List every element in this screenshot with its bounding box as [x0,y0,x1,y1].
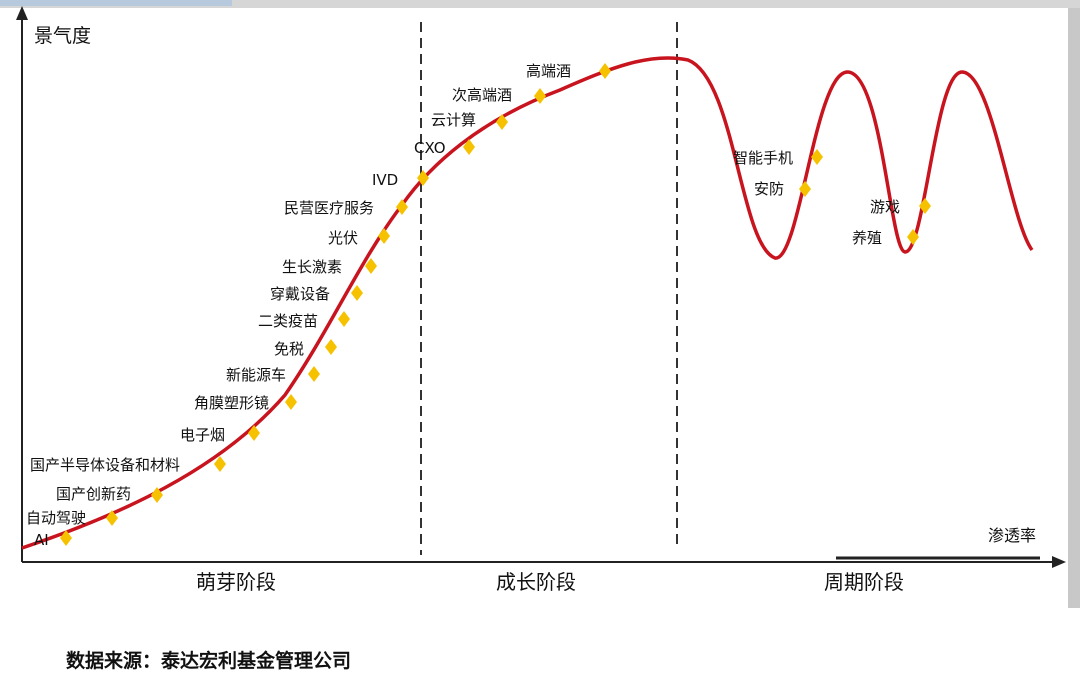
stage-label-cyclical: 周期阶段 [824,570,904,594]
label-security: 安防 [754,180,784,198]
stage-label-growth: 成长阶段 [496,570,576,594]
marker-premium-liquor [599,63,611,79]
marker-ivd [417,170,429,186]
label-ai: AI [34,531,49,549]
top-strip-accent [0,0,232,6]
marker-smartphone [811,149,823,165]
y-axis-arrow-icon [16,6,28,20]
marker-new-energy-vehicle [308,366,320,382]
label-smartphone: 智能手机 [733,149,793,167]
marker-wearables [351,285,363,301]
marker-cloud-computing [496,114,508,130]
marker-cxo [463,139,475,155]
marker-vaccine [338,311,350,327]
marker-semiconductor [214,456,226,472]
y-axis-label: 景气度 [34,25,91,47]
label-cloud-computing: 云计算 [431,111,476,129]
label-duty-free: 免税 [274,340,304,358]
label-gaming: 游戏 [870,198,900,216]
label-new-energy-vehicle: 新能源车 [226,366,286,384]
marker-ai [60,530,72,546]
label-growth-hormone: 生长激素 [282,258,342,276]
life-cycle-diagram: 景气度 渗透率 [16,6,1066,594]
marker-innovative-drugs [151,487,163,503]
label-livestock: 养殖 [852,229,882,247]
label-premium-liquor: 高端酒 [526,62,571,80]
label-e-cigarette: 电子烟 [180,426,225,444]
marker-private-healthcare [396,199,408,215]
label-ortho-k-lens: 角膜塑形镜 [194,394,269,412]
marker-growth-hormone [365,258,377,274]
marker-security [799,181,811,197]
label-private-healthcare: 民营医疗服务 [284,199,374,217]
label-cxo: CXO [414,139,446,157]
marker-duty-free [325,339,337,355]
markers [60,63,931,546]
marker-gaming [919,198,931,214]
marker-livestock [907,229,919,245]
marker-photovoltaic [378,228,390,244]
label-wearables: 穿戴设备 [270,285,330,303]
marker-autonomous-driving [106,510,118,526]
diagram-frame: 景气度 渗透率 [0,0,1080,608]
marker-ortho-k-lens [285,394,297,410]
label-ivd: IVD [372,171,398,189]
x-axis-arrow-icon [1052,556,1066,568]
label-vaccine: 二类疫苗 [258,312,318,330]
label-photovoltaic: 光伏 [328,229,358,247]
right-edge [1068,8,1080,608]
source-note: 数据来源：泰达宏利基金管理公司 [66,650,352,672]
label-semiconductor: 国产半导体设备和材料 [30,456,180,474]
label-autonomous-driving: 自动驾驶 [26,509,86,527]
label-sub-premium-liquor: 次高端酒 [452,86,512,104]
stage-label-emerging: 萌芽阶段 [196,570,276,594]
marker-sub-premium-liquor [534,88,546,104]
label-innovative-drugs: 国产创新药 [56,485,131,503]
industry-life-cycle-curve [21,56,1034,550]
top-strip [0,0,1080,8]
x-axis-label: 渗透率 [988,526,1036,545]
marker-e-cigarette [248,425,260,441]
